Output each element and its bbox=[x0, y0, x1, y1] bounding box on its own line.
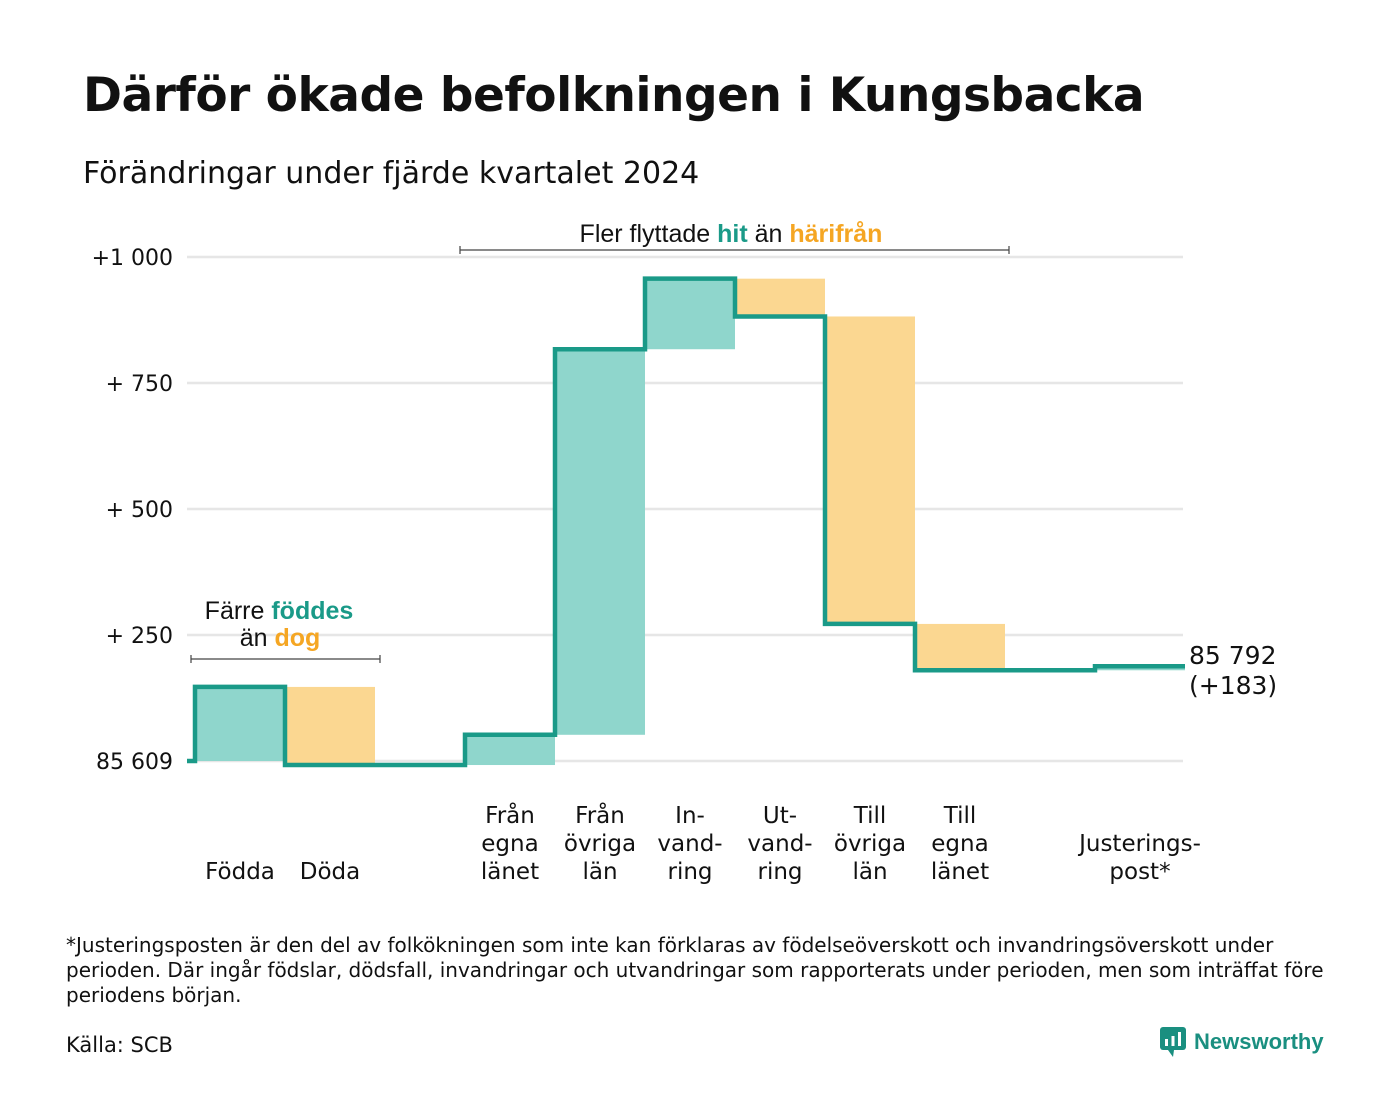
migration-annotation-part: hit bbox=[717, 220, 748, 248]
end-value-label: 85 792 bbox=[1189, 641, 1276, 670]
migration-annotation-part: än bbox=[748, 220, 790, 248]
category-label: Justerings- bbox=[1077, 831, 1201, 857]
footnote: *Justeringsposten är den del av folkökni… bbox=[66, 933, 1324, 1007]
category-label: Ut- bbox=[763, 803, 797, 829]
category-label: Födda bbox=[205, 859, 275, 885]
category-label: länet bbox=[931, 859, 989, 885]
y-tick-label: + 750 bbox=[106, 372, 173, 397]
births-annotation-line1: Färre föddes bbox=[205, 597, 354, 625]
brand-logo[interactable]: Newsworthy bbox=[1160, 1027, 1324, 1057]
category-label: In- bbox=[675, 803, 705, 829]
bar-decrease bbox=[825, 316, 915, 624]
births-annotation-line2-part: dog bbox=[274, 624, 320, 652]
category-label: vand- bbox=[657, 831, 722, 857]
bar-decrease bbox=[735, 278, 825, 317]
chart-title: Därför ökade befolkningen i Kungsbacka bbox=[83, 68, 1145, 123]
newsworthy-logo-icon bbox=[1160, 1027, 1186, 1057]
migration-annotation: Fler flyttade hit än härifrån bbox=[580, 220, 883, 248]
y-tick-label: + 500 bbox=[106, 498, 173, 523]
category-label: egna bbox=[481, 831, 538, 857]
category-label: Döda bbox=[300, 859, 360, 885]
bar-increase bbox=[195, 686, 285, 761]
waterfall-chart: 85 609 + 250 + 500 + 750 +1 000 Födda Döda Från… bbox=[92, 220, 1278, 885]
category-label: övriga bbox=[564, 831, 636, 857]
y-tick-label: +1 000 bbox=[92, 246, 173, 271]
y-tick-label: + 250 bbox=[106, 624, 173, 649]
end-change-label: (+183) bbox=[1189, 671, 1277, 700]
births-annotation-line1-part: Färre bbox=[205, 597, 272, 625]
y-tick-label: 85 609 bbox=[96, 750, 173, 775]
bar-increase bbox=[465, 734, 555, 766]
bar-increase bbox=[645, 278, 735, 350]
bar-increase bbox=[555, 349, 645, 735]
category-label: ring bbox=[757, 859, 802, 885]
births-annotation-line1-part: föddes bbox=[271, 597, 353, 625]
category-label: post* bbox=[1109, 859, 1170, 885]
category-label: län bbox=[852, 859, 887, 885]
bar-decrease bbox=[285, 686, 375, 766]
category-label: Från bbox=[575, 801, 625, 829]
category-label: ring bbox=[667, 859, 712, 885]
migration-annotation-part: härifrån bbox=[789, 220, 882, 248]
category-label: övriga bbox=[834, 831, 906, 857]
chart-subtitle: Förändringar under fjärde kvartalet 2024 bbox=[83, 156, 700, 191]
migration-annotation-part: Fler flyttade bbox=[580, 220, 718, 248]
births-annotation-line2-part: än bbox=[240, 624, 275, 652]
category-label: vand- bbox=[747, 831, 812, 857]
brand-name: Newsworthy bbox=[1194, 1029, 1324, 1054]
running-total-line bbox=[187, 276, 1185, 768]
category-label: egna bbox=[931, 831, 988, 857]
category-label: län bbox=[582, 859, 617, 885]
births-annotation-line2: än dog bbox=[240, 624, 321, 652]
category-label: Från bbox=[485, 801, 535, 829]
category-label: Till bbox=[943, 803, 977, 829]
category-label: länet bbox=[481, 859, 539, 885]
source-label: Källa: SCB bbox=[66, 1033, 173, 1057]
category-label: Till bbox=[853, 803, 887, 829]
bar-decrease bbox=[915, 623, 1005, 671]
